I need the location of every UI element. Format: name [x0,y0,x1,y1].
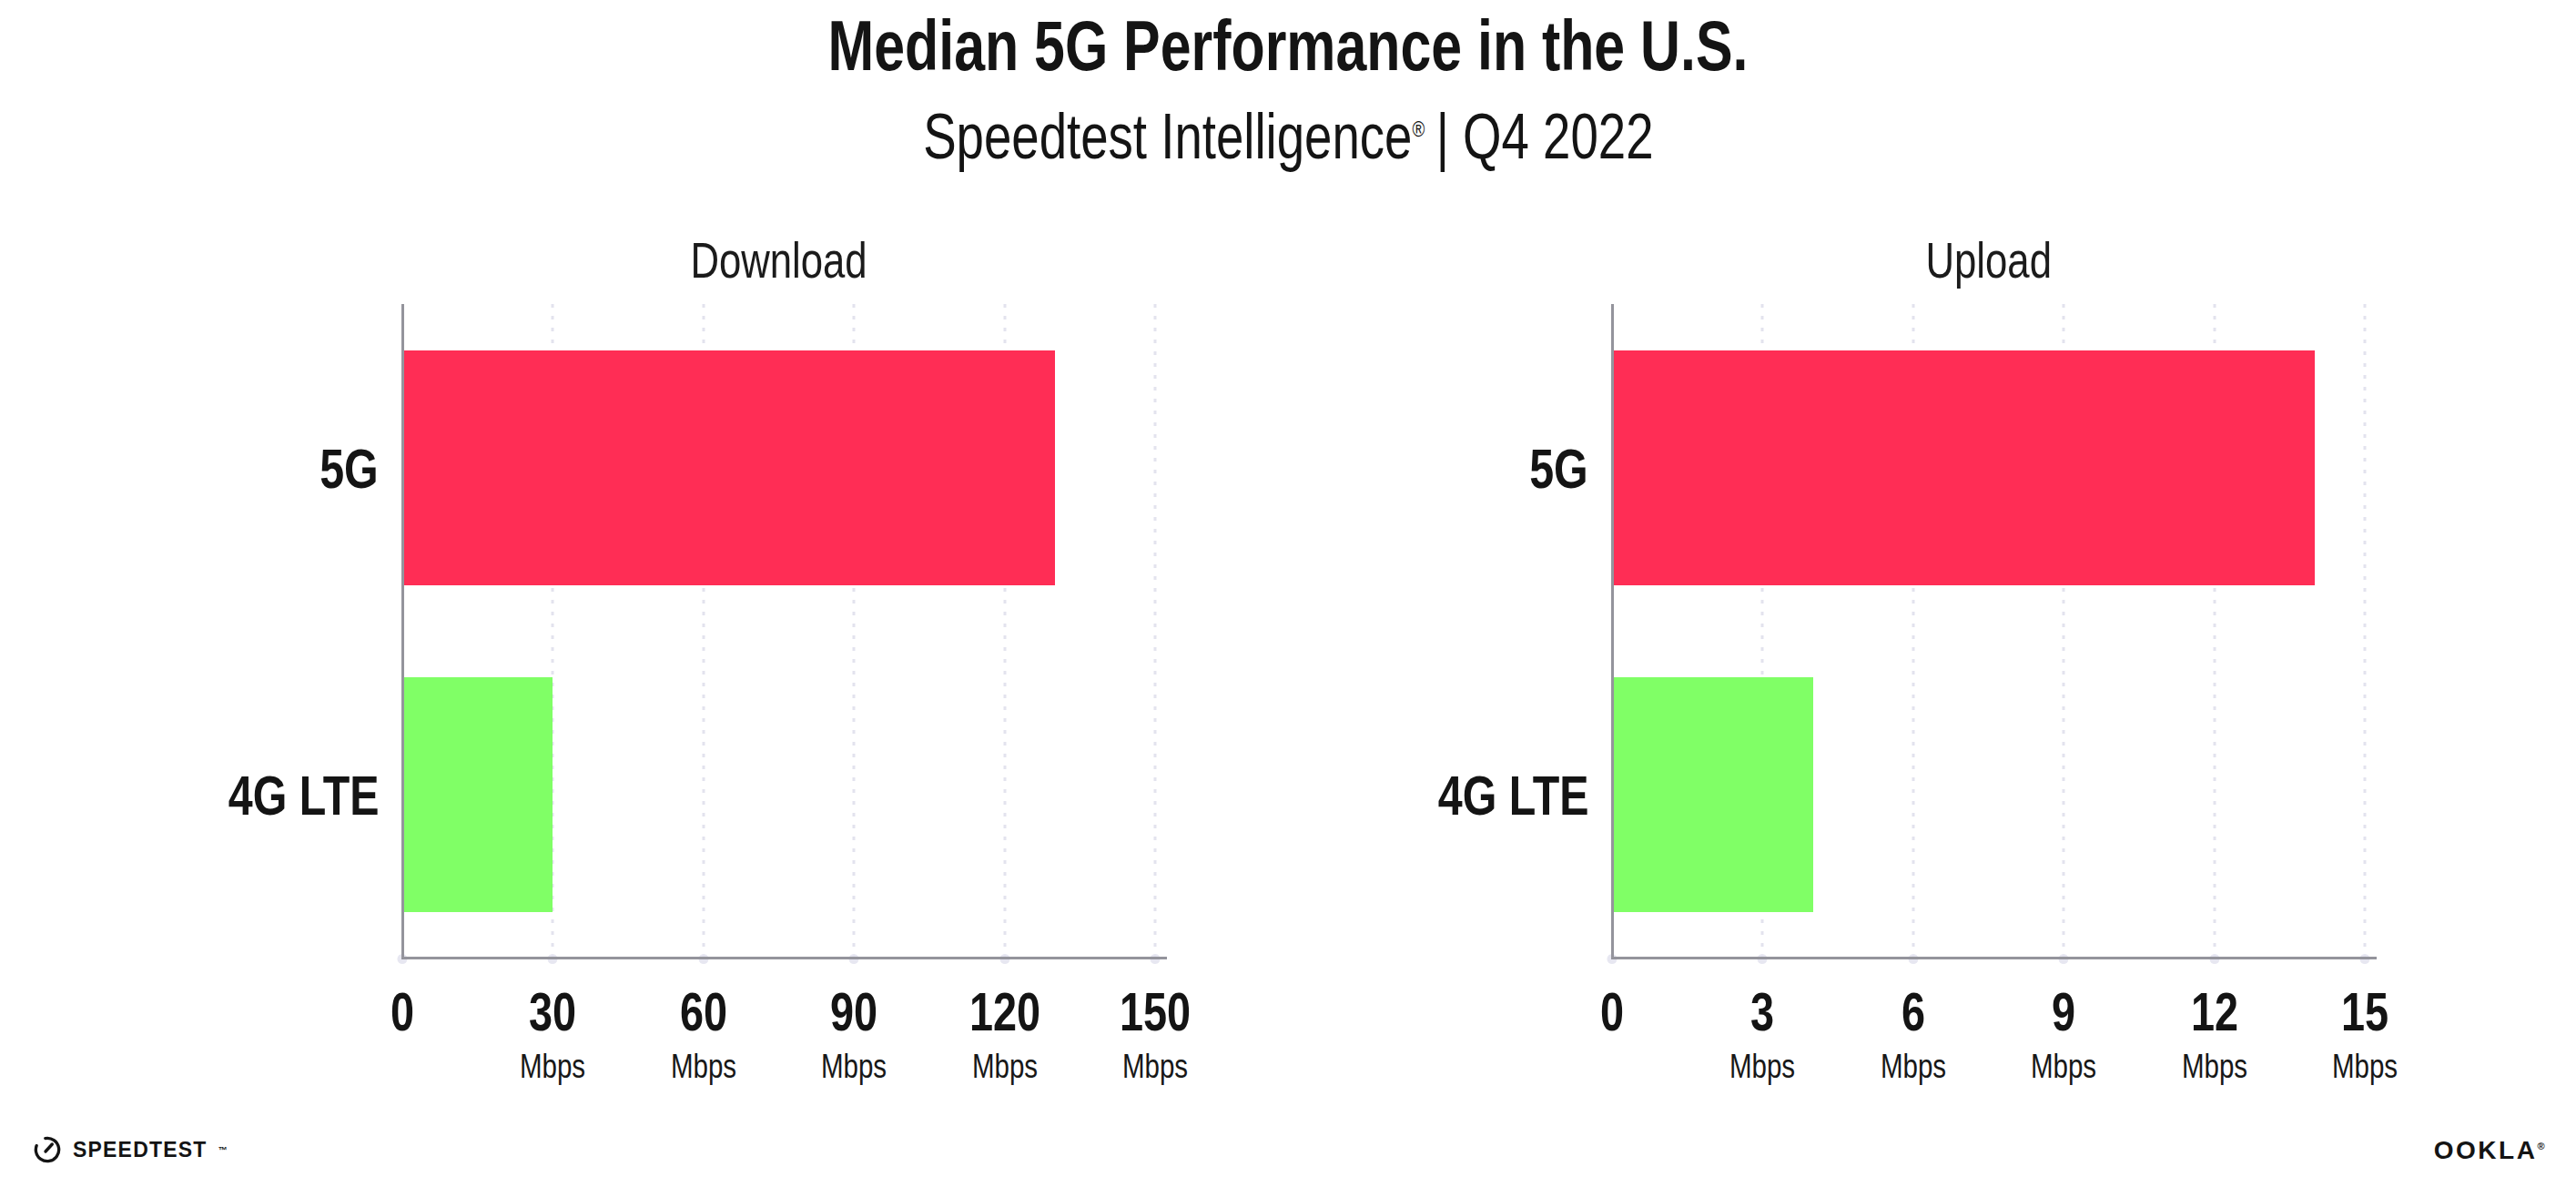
registered-mark: ® [1412,117,1425,141]
speedtest-trademark: ™ [218,1145,228,1155]
upload-bars [1612,304,2365,959]
infographic-canvas: Median 5G Performance in the U.S. Speedt… [0,0,2576,1197]
x-tick-value: 15 [2273,985,2458,1040]
x-tick-unit: Mbps [1058,1050,1252,1083]
bar-4g-lte-download [402,677,553,912]
category-label-4g-lte-text: 4G LTE [1437,767,1588,824]
category-label-4g-lte-text: 4G LTE [228,767,379,824]
download-chart-title: Download [402,235,1155,286]
subtitle-period: | Q4 2022 [1435,101,1653,172]
download-y-axis-line [401,304,404,959]
upload-chart: Upload 5G 4G LTE 03Mbps6Mbps9Mbps12Mbps1… [1612,304,2365,959]
upload-chart-title-text: Upload [1925,235,2051,286]
speedtest-logo: SPEEDTEST ™ [33,1129,228,1171]
bar-4g-lte-upload [1612,677,1813,912]
download-x-axis-line [401,957,1167,959]
download-chart: Download 5G 4G LTE 030Mbps60Mbps90Mbps12… [402,304,1155,959]
category-label-5g-text: 5G [319,441,379,497]
speedtest-logo-text: SPEEDTEST [73,1140,208,1161]
x-tick-unit: Mbps [2267,1050,2461,1083]
page-title-text: Median 5G Performance in the U.S. [828,9,1749,84]
category-label-4g-lte: 4G LTE [1206,767,1588,824]
page-subtitle-text: Speedtest Intelligence® | Q4 2022 [923,104,1653,171]
x-tick-150: 150 Mbps [1037,985,1273,1083]
header: Median 5G Performance in the U.S. Speedt… [0,0,2576,170]
upload-y-axis-line [1611,304,1614,959]
x-tick-15: 15 Mbps [2246,985,2483,1083]
bar-5g-download [402,350,1055,585]
download-bars [402,304,1155,959]
upload-chart-title: Upload [1612,235,2365,286]
ookla-registered-mark: ® [2537,1141,2547,1151]
ookla-logo: OOKLA® [2434,1138,2547,1163]
subtitle-brand: Speedtest Intelligence [923,101,1412,172]
category-label-5g: 5G [0,441,379,497]
upload-x-axis-line [1611,957,2377,959]
x-tick-value: 150 [1063,985,1248,1040]
download-chart-title-text: Download [690,235,867,286]
category-label-4g-lte: 4G LTE [0,767,379,824]
page-title: Median 5G Performance in the U.S. [0,9,2576,84]
ookla-logo-text: OOKLA [2434,1136,2538,1164]
bar-5g-upload [1612,350,2315,585]
category-label-5g-text: 5G [1529,441,1588,497]
category-label-5g: 5G [1206,441,1588,497]
speedtest-gauge-icon [33,1135,62,1164]
page-subtitle: Speedtest Intelligence® | Q4 2022 [0,104,2576,171]
